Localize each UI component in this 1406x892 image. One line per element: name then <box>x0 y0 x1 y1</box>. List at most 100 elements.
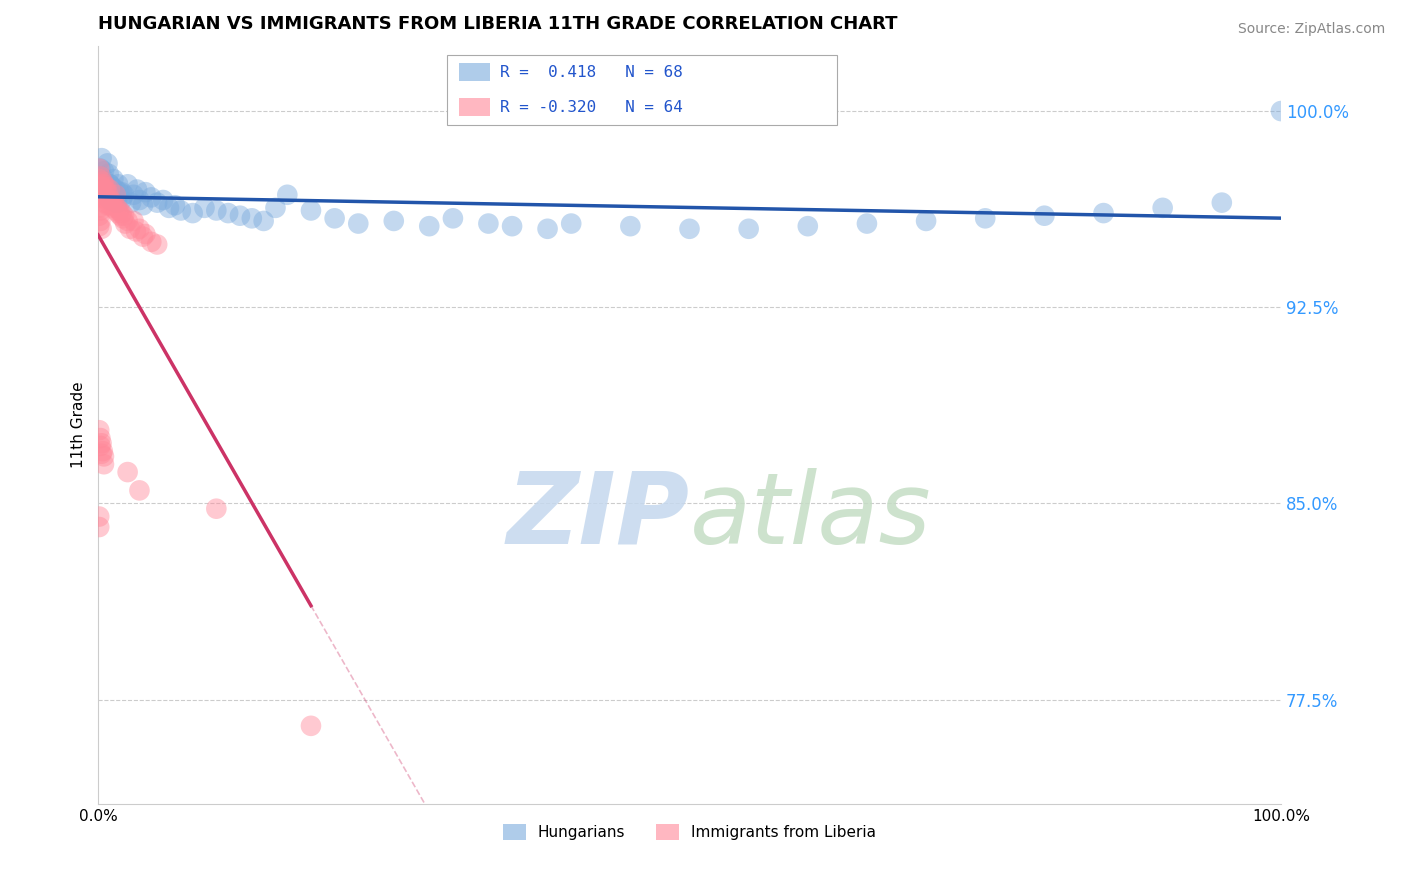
Point <box>418 219 440 234</box>
Point <box>96 185 118 199</box>
Point <box>104 187 127 202</box>
Point <box>118 221 141 235</box>
Point <box>89 431 111 445</box>
Point <box>89 175 111 189</box>
Point <box>104 182 127 196</box>
Point <box>100 193 122 207</box>
Point <box>619 219 641 234</box>
Text: R =  0.418   N = 68: R = 0.418 N = 68 <box>501 65 683 79</box>
Point <box>103 201 125 215</box>
Text: Source: ZipAtlas.com: Source: ZipAtlas.com <box>1237 22 1385 37</box>
Point <box>253 214 276 228</box>
Point <box>91 187 114 202</box>
Point <box>89 169 111 184</box>
Point <box>110 209 132 223</box>
Point <box>441 211 464 226</box>
Point <box>141 190 163 204</box>
Point <box>974 211 997 226</box>
Point <box>382 214 405 228</box>
Point <box>1033 209 1056 223</box>
Point <box>157 201 180 215</box>
Point <box>217 206 239 220</box>
Point <box>347 217 370 231</box>
Y-axis label: 11th Grade: 11th Grade <box>72 382 86 468</box>
Point <box>120 195 142 210</box>
Point <box>737 221 759 235</box>
Point <box>89 161 111 176</box>
Point <box>205 501 228 516</box>
Point <box>98 178 121 192</box>
Point <box>96 180 118 194</box>
Point <box>94 195 117 210</box>
Point <box>117 465 139 479</box>
Point <box>89 185 111 199</box>
Point <box>560 217 582 231</box>
Point <box>90 447 112 461</box>
Point <box>146 237 169 252</box>
Point <box>89 201 111 215</box>
Point <box>678 221 700 235</box>
Point <box>122 214 145 228</box>
Point <box>125 224 148 238</box>
Point <box>229 209 252 223</box>
Point <box>91 444 114 458</box>
Text: R = -0.320   N = 64: R = -0.320 N = 64 <box>501 100 683 114</box>
Point <box>141 235 163 249</box>
Point <box>101 180 124 194</box>
Point <box>1211 195 1233 210</box>
Point <box>98 198 121 212</box>
Point <box>93 164 115 178</box>
Point <box>107 206 129 220</box>
Point <box>117 214 139 228</box>
Point <box>134 185 156 199</box>
Point <box>117 178 139 192</box>
Point <box>93 457 115 471</box>
Point <box>103 172 125 186</box>
Point <box>114 217 136 231</box>
Point <box>915 214 938 228</box>
Point <box>128 483 150 498</box>
Point <box>240 211 263 226</box>
Point <box>93 190 115 204</box>
Point <box>96 198 118 212</box>
Point <box>276 187 298 202</box>
Point <box>146 195 169 210</box>
Text: HUNGARIAN VS IMMIGRANTS FROM LIBERIA 11TH GRADE CORRELATION CHART: HUNGARIAN VS IMMIGRANTS FROM LIBERIA 11T… <box>98 15 897 33</box>
Point <box>111 185 134 199</box>
Bar <box>458 98 489 116</box>
Point <box>108 203 131 218</box>
Point <box>97 167 120 181</box>
Point <box>94 180 117 194</box>
Legend: Hungarians, Immigrants from Liberia: Hungarians, Immigrants from Liberia <box>496 818 883 846</box>
Point <box>323 211 346 226</box>
Point <box>111 206 134 220</box>
Point <box>105 201 128 215</box>
Point <box>89 203 111 218</box>
Point <box>112 209 135 223</box>
Text: ZIP: ZIP <box>506 467 689 565</box>
Point <box>100 193 122 207</box>
Point <box>128 221 150 235</box>
Point <box>94 182 117 196</box>
Point <box>107 178 129 192</box>
Point <box>101 195 124 210</box>
Point <box>89 209 111 223</box>
Point <box>108 185 131 199</box>
Point <box>205 203 228 218</box>
Point <box>89 439 111 453</box>
Point <box>170 203 193 218</box>
Point <box>856 217 879 231</box>
Point <box>132 198 155 212</box>
Point <box>477 217 499 231</box>
Point <box>501 219 523 234</box>
Point <box>104 203 127 218</box>
Point <box>89 219 111 234</box>
Point <box>104 198 127 212</box>
Point <box>122 187 145 202</box>
Point <box>97 193 120 207</box>
Point <box>111 193 134 207</box>
Point <box>1152 201 1174 215</box>
Point <box>132 229 155 244</box>
Point <box>90 190 112 204</box>
Point <box>89 169 111 184</box>
